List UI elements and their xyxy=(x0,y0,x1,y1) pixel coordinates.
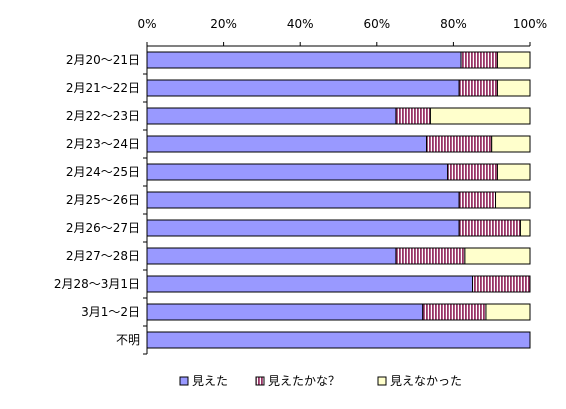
bars xyxy=(146,51,531,349)
bar-segment-2 xyxy=(422,303,487,321)
bar-segment-1 xyxy=(146,135,428,153)
x-tick-label: 40% xyxy=(287,17,314,31)
x-tick-label: 60% xyxy=(363,17,390,31)
x-axis-ticks: 0% 20% 40% 60% 80% 100% xyxy=(137,17,547,46)
legend-swatch xyxy=(179,376,189,386)
bar-segment-1 xyxy=(146,51,462,69)
bar-segment-2 xyxy=(447,163,498,181)
legend-label: 見えたかな？ xyxy=(268,374,340,388)
bar-segment-1 xyxy=(146,163,449,181)
bar-segment-2 xyxy=(458,79,498,97)
bar-segment-1 xyxy=(146,79,460,97)
bar-segment-1 xyxy=(146,219,460,237)
bar-segment-3 xyxy=(496,163,531,181)
bar-segment-2 xyxy=(458,191,497,209)
bar-segment-3 xyxy=(496,79,531,97)
bar-segment-3 xyxy=(519,219,531,237)
category-label: 2月27～28日 xyxy=(66,249,140,263)
bar-segment-1 xyxy=(146,191,460,209)
category-label: 2月21～22日 xyxy=(66,81,140,95)
bar-segment-1 xyxy=(146,107,397,125)
bar-segment-1 xyxy=(146,331,531,349)
bar-segment-2 xyxy=(426,135,493,153)
bar-segment-3 xyxy=(491,135,531,153)
bar-segment-2 xyxy=(395,247,466,265)
bar-segment-2 xyxy=(458,219,521,237)
bar-segment-1 xyxy=(146,275,474,293)
bar-segment-2 xyxy=(395,107,431,125)
legend: 見えた 見えたかな？ 見えなかった xyxy=(179,374,462,388)
bar-segment-1 xyxy=(146,303,424,321)
category-label: 不明 xyxy=(116,333,140,347)
category-label: 2月22～23日 xyxy=(66,109,140,123)
bar-segment-3 xyxy=(464,247,531,265)
x-tick-label: 80% xyxy=(440,17,467,31)
bar-segment-2 xyxy=(472,275,531,293)
category-label: 2月20～21日 xyxy=(66,53,140,67)
category-label: 2月26～27日 xyxy=(66,221,140,235)
x-tick-label: 0% xyxy=(137,17,156,31)
category-label: 2月23～24日 xyxy=(66,137,140,151)
category-label: 3月1～2日 xyxy=(81,305,140,319)
x-tick-label: 20% xyxy=(210,17,237,31)
bar-segment-3 xyxy=(485,303,531,321)
legend-swatch xyxy=(255,376,265,386)
legend-label: 見えなかった xyxy=(390,374,462,388)
category-labels: 2月20～21日 2月21～22日 2月22～23日 2月23～24日 2月24～25日… xyxy=(54,53,147,355)
bar-segment-3 xyxy=(496,51,531,69)
category-label: 2月28～3月1日 xyxy=(54,277,140,291)
category-label: 2月24～25日 xyxy=(66,165,140,179)
bar-segment-3 xyxy=(429,107,531,125)
category-label: 2月25～26日 xyxy=(66,193,140,207)
legend-label: 見えた xyxy=(192,374,228,388)
legend-swatch xyxy=(377,376,387,386)
bar-segment-2 xyxy=(460,51,498,69)
x-tick-label: 100% xyxy=(513,17,547,31)
bar-segment-1 xyxy=(146,247,397,265)
bar-segment-3 xyxy=(495,191,531,209)
